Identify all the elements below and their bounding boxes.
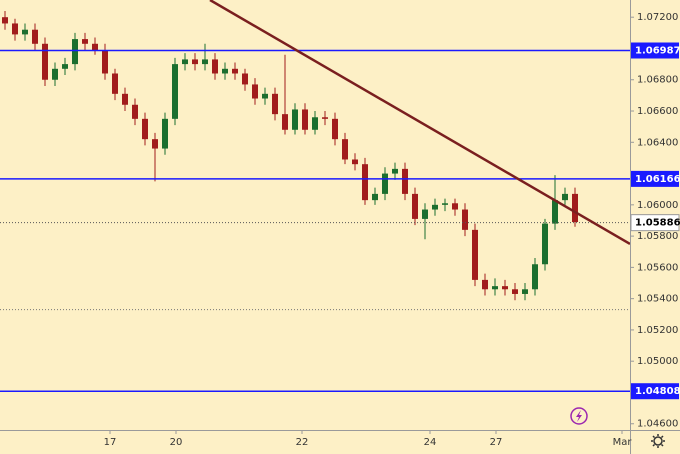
- candle-body: [432, 204, 438, 210]
- candle-body: [392, 168, 398, 174]
- candle-body: [52, 68, 58, 80]
- x-tick-label: 24: [424, 437, 437, 448]
- y-tick-label: 1.04600: [637, 419, 678, 430]
- y-tick-label: 1.05000: [637, 356, 678, 367]
- y-tick-label: 1.06400: [637, 137, 678, 148]
- trend-line: [209, 0, 630, 246]
- candle-body: [32, 29, 38, 44]
- candle-body: [132, 104, 138, 119]
- candle-body: [282, 114, 288, 130]
- price-level-label: 1.06987: [635, 46, 680, 57]
- candle-body: [292, 109, 298, 130]
- candle-body: [182, 59, 188, 65]
- price-level-tag: [631, 383, 679, 400]
- candle-body: [252, 84, 258, 99]
- candle-body: [12, 23, 18, 35]
- candle-body: [302, 109, 308, 130]
- candle-body: [462, 209, 468, 230]
- y-tick-label: 1.05800: [637, 231, 678, 242]
- candle-body: [502, 286, 508, 290]
- candle-body: [532, 264, 538, 290]
- candle-body: [162, 118, 168, 149]
- candle-body: [552, 200, 558, 224]
- x-tick-label: Mar: [613, 437, 633, 448]
- x-tick-label: 20: [170, 437, 183, 448]
- candle-body: [102, 50, 108, 74]
- candle-body: [382, 173, 388, 194]
- candle-body: [442, 203, 448, 205]
- candle-body: [362, 164, 368, 201]
- candle-body: [2, 17, 8, 24]
- candle-body: [22, 29, 28, 35]
- candle-body: [332, 118, 338, 140]
- candle-body: [202, 59, 208, 65]
- price-level-label: 1.06166: [635, 174, 680, 185]
- candle-body: [82, 39, 88, 44]
- candle-body: [512, 289, 518, 294]
- price-level-tag: [630, 214, 680, 232]
- y-tick-label: 1.06000: [637, 200, 678, 211]
- candle-body: [412, 193, 418, 219]
- candle-body: [572, 193, 578, 223]
- candle-body: [62, 64, 68, 69]
- x-tick-label: 22: [296, 437, 309, 448]
- y-tick-label: 1.05600: [637, 262, 678, 273]
- candle-body: [312, 117, 318, 130]
- candle-body: [152, 139, 158, 149]
- candle-body: [352, 159, 358, 165]
- candle-body: [372, 193, 378, 201]
- plot-area: [0, 0, 630, 392]
- candle-body: [402, 168, 408, 194]
- candle-body: [112, 73, 118, 94]
- candle-body: [172, 64, 178, 119]
- settings-icon[interactable]: [651, 434, 665, 448]
- candle-body: [212, 59, 218, 74]
- price-level-tag: [631, 170, 679, 187]
- candle-body: [452, 203, 458, 210]
- candle-body: [262, 93, 268, 99]
- candle-body: [322, 117, 328, 119]
- candle-body: [72, 39, 78, 65]
- x-tick-label: 27: [490, 437, 503, 448]
- x-tick-label: 17: [104, 437, 117, 448]
- candle-body: [422, 209, 428, 219]
- candle-body: [192, 59, 198, 65]
- candle-body: [482, 279, 488, 290]
- alert-icon[interactable]: [570, 407, 588, 425]
- price-level-tag: [631, 42, 679, 59]
- candle-body: [342, 139, 348, 160]
- candle-body: [142, 118, 148, 140]
- y-tick-label: 1.05200: [637, 325, 678, 336]
- y-tick-label: 1.06800: [637, 75, 678, 86]
- candle-body: [242, 73, 248, 85]
- y-tick-label: 1.05400: [637, 294, 678, 305]
- y-tick-label: 1.07200: [637, 12, 678, 23]
- candle-body: [492, 286, 498, 290]
- y-tick-label: 1.06600: [637, 106, 678, 117]
- candle-body: [42, 43, 48, 80]
- candle-body: [522, 289, 528, 294]
- price-level-label: 1.04808: [635, 386, 680, 397]
- candle-body: [232, 68, 238, 74]
- candle-body: [542, 223, 548, 265]
- candle-body: [92, 43, 98, 51]
- candle-body: [562, 193, 568, 201]
- candle-body: [222, 68, 228, 74]
- candle-body: [272, 93, 278, 115]
- price-level-label: 1.05886: [635, 218, 680, 229]
- candle-body: [122, 93, 128, 105]
- candle-body: [472, 229, 478, 280]
